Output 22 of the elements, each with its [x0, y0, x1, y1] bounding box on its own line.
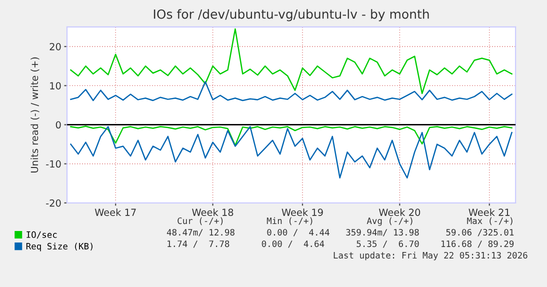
legend-label: IO/sec	[26, 231, 57, 239]
x-tick-label: Week 19	[282, 208, 323, 216]
y-tick-label: 20	[50, 43, 61, 50]
x-tick-label: Week 18	[192, 208, 234, 216]
x-tick-label: Week 17	[94, 208, 136, 216]
line-series	[70, 126, 512, 179]
text: Last update: Fri May 22 05:31:13 2026	[334, 252, 528, 260]
line-series	[70, 126, 512, 146]
line-series	[70, 28, 512, 94]
y-tick-label: 0	[56, 121, 61, 129]
y-axis-title: Units read (-) / write (+)	[30, 57, 40, 172]
y-tick-label: -10	[46, 160, 61, 168]
legend-label: Req Size (KB)	[26, 242, 92, 252]
line-series	[70, 81, 512, 102]
x-tick-label: Week 21	[468, 208, 510, 216]
y-tick-label: -20	[46, 199, 61, 207]
y-tick-label: 10	[50, 82, 61, 90]
text: 1.74 / 7.78 0.00 / 4.64 5.35 / 6.70 116.68 / 89.29	[168, 240, 514, 248]
x-tick-label: Week 20	[378, 208, 420, 216]
text: Cur (-/+) Min (-/+) Avg (-/+) Max (-/+)	[178, 217, 512, 226]
chart-title: IOs for /dev/ubuntu-vg/ubuntu-lv - by month	[154, 9, 429, 22]
text: 48.47m/ 12.98 0.00 / 4.44 359.94m/ 13.98 59.06 /325.01	[166, 228, 514, 236]
